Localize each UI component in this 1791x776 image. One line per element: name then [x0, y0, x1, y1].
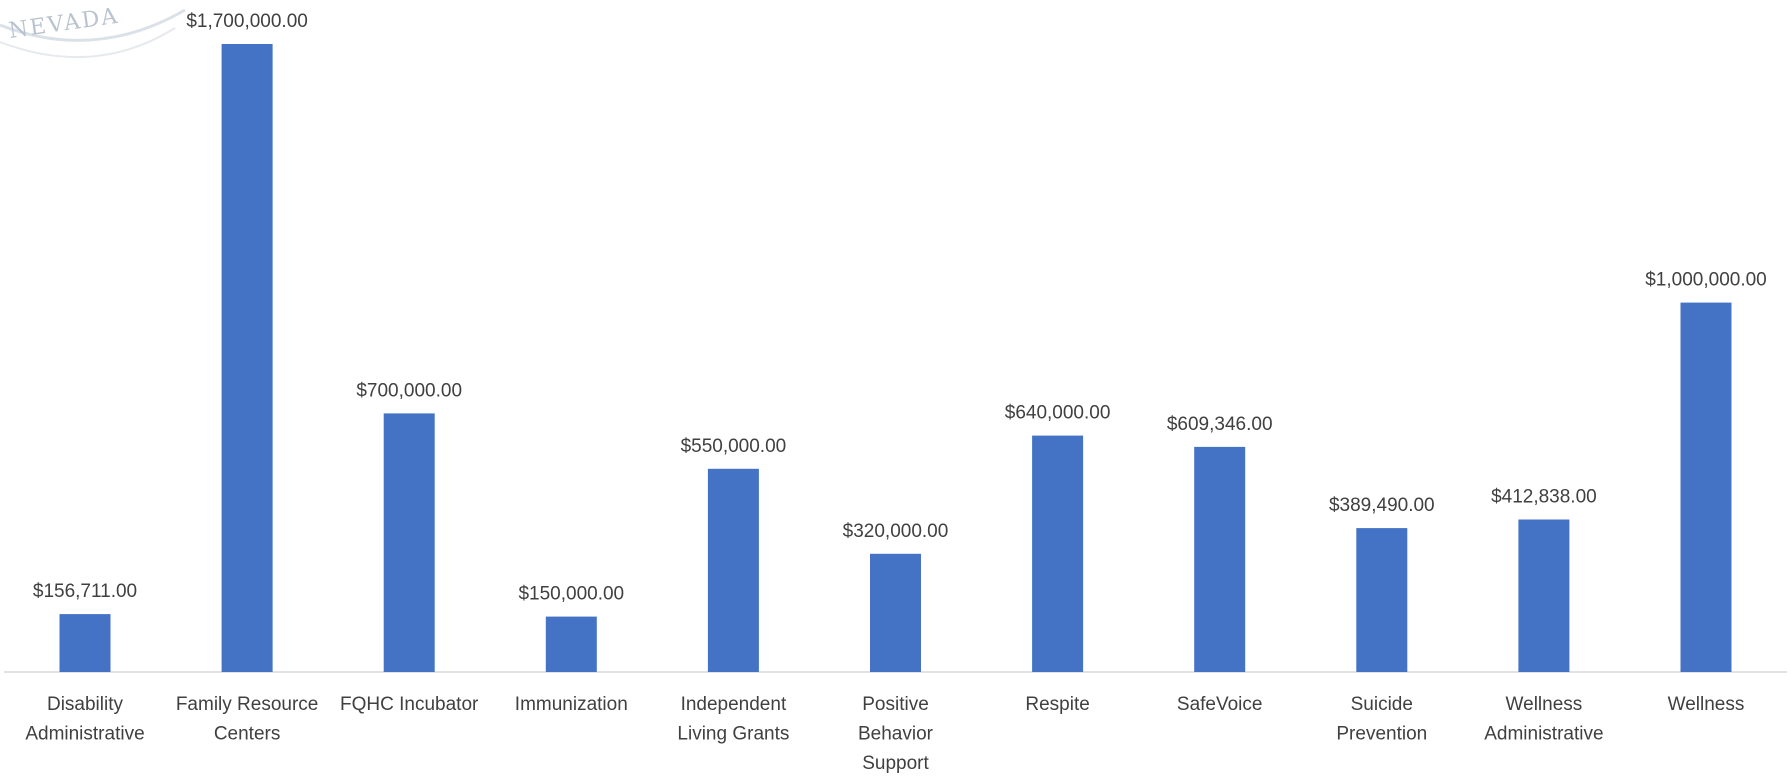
- category-label-3: Immunization: [515, 694, 628, 715]
- category-label-0-line-1: Administrative: [25, 724, 144, 745]
- data-labels-group: $156,711.00 $1,700,000.00 $700,000.00 $150,…: [33, 11, 1767, 605]
- category-label-10-line-0: Wellness: [1668, 694, 1745, 715]
- category-label-2: FQHC Incubator: [340, 694, 479, 715]
- category-label-5-line-0: Positive: [862, 694, 929, 715]
- category-label-9-line-0: Wellness: [1506, 694, 1583, 715]
- data-label-9: $412,838.00: [1491, 487, 1597, 508]
- category-label-6-line-0: Respite: [1025, 694, 1089, 715]
- category-label-7-line-0: SafeVoice: [1177, 694, 1263, 715]
- category-label-5-line-2: Support: [862, 753, 929, 774]
- category-label-8-line-0: Suicide: [1351, 694, 1413, 715]
- data-label-7: $609,346.00: [1167, 414, 1273, 435]
- category-label-2-line-0: FQHC Incubator: [340, 694, 479, 715]
- category-label-1-line-0: Family Resource: [176, 694, 319, 715]
- category-labels-group: Disability Administrative Family Resource C…: [25, 694, 1744, 774]
- nevada-seal-watermark: NEVADA: [0, 4, 186, 59]
- bar-5: [870, 553, 921, 672]
- bar-9: [1518, 519, 1570, 672]
- category-label-8: Suicide Prevention: [1336, 694, 1427, 745]
- category-label-9-line-1: Administrative: [1484, 724, 1603, 745]
- data-label-8: $389,490.00: [1329, 495, 1435, 516]
- category-label-7: SafeVoice: [1177, 694, 1263, 715]
- bar-3: [545, 616, 597, 672]
- bars-group: [59, 44, 1732, 672]
- category-label-1: Family Resource Centers: [176, 694, 319, 745]
- category-label-9: Wellness Administrative: [1484, 694, 1603, 745]
- data-label-2: $700,000.00: [356, 380, 462, 401]
- data-label-4: $550,000.00: [681, 436, 787, 457]
- bar-10: [1680, 302, 1732, 672]
- category-label-5-line-1: Behavior: [858, 724, 934, 745]
- category-label-3-line-0: Immunization: [515, 694, 628, 715]
- category-label-0: Disability Administrative: [25, 694, 144, 745]
- category-label-4: Independent Living Grants: [677, 694, 789, 745]
- category-label-0-line-0: Disability: [47, 694, 124, 715]
- category-label-8-line-1: Prevention: [1336, 724, 1427, 745]
- category-label-10: Wellness: [1668, 694, 1745, 715]
- data-label-5: $320,000.00: [843, 521, 949, 542]
- bar-1: [221, 44, 273, 672]
- category-label-1-line-1: Centers: [214, 724, 281, 745]
- category-label-5: Positive Behavior Support: [858, 694, 934, 774]
- data-label-10: $1,000,000.00: [1645, 270, 1767, 291]
- data-label-1: $1,700,000.00: [186, 11, 308, 32]
- bar-6: [1032, 435, 1084, 672]
- bar-8: [1356, 528, 1408, 672]
- bar-0: [59, 614, 111, 672]
- category-label-6: Respite: [1025, 694, 1089, 715]
- data-label-6: $640,000.00: [1005, 403, 1111, 424]
- data-label-3: $150,000.00: [518, 584, 624, 605]
- bar-7: [1194, 446, 1246, 672]
- category-label-4-line-1: Living Grants: [677, 724, 789, 745]
- category-label-4-line-0: Independent: [681, 694, 787, 715]
- bar-2: [383, 413, 435, 672]
- bar-4: [707, 468, 759, 672]
- data-label-0: $156,711.00: [33, 581, 137, 602]
